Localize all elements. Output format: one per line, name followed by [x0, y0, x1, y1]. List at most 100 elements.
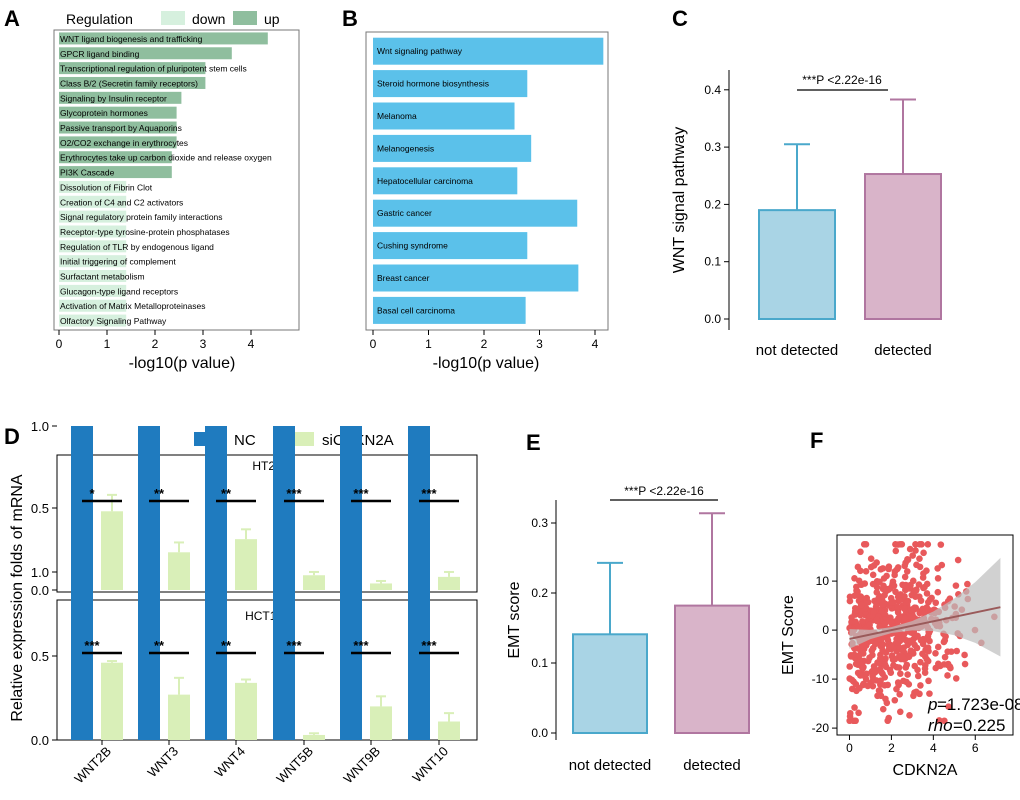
e-x-tick-label: detected — [683, 757, 741, 774]
f-point — [892, 588, 899, 596]
f-point — [906, 712, 913, 719]
d-bar-si — [101, 662, 123, 740]
f-point — [876, 655, 884, 662]
c-y-tick-label: 0.1 — [704, 255, 721, 269]
f-y-tick-label: 10 — [816, 574, 830, 588]
f-point — [854, 622, 862, 630]
f-point — [916, 555, 923, 562]
d-bar-nc — [340, 426, 362, 590]
f-point — [896, 691, 903, 698]
b-bar-label: Steroid hormone biosynthesis — [377, 79, 489, 89]
f-point — [885, 563, 893, 570]
panel-label-e: E — [526, 430, 541, 455]
f-point — [940, 661, 948, 668]
f-point — [934, 565, 941, 572]
d-bar-si — [303, 734, 325, 740]
a-bar — [59, 299, 127, 312]
f-point — [904, 556, 912, 564]
f-point — [917, 658, 924, 666]
a-bar-label: Dissolution of Fibrin Clot — [60, 182, 153, 192]
f-point — [851, 574, 858, 582]
f-point — [846, 597, 854, 605]
e-significance-label: ***P <2.22e-16 — [624, 484, 704, 498]
a-bar-label: Initial triggering of complement — [60, 257, 176, 267]
f-point — [897, 670, 904, 677]
b-bar — [373, 232, 528, 260]
f-point — [905, 681, 913, 688]
f-point — [874, 692, 881, 700]
a-bar-label: Glycoprotein hormones — [60, 108, 148, 118]
f-point — [846, 663, 853, 670]
f-point — [876, 578, 883, 586]
a-bar-label: Class B/2 (Secretin family receptors) — [60, 78, 198, 88]
panel-label-c: C — [672, 6, 688, 31]
d-y-tick-label: 1.0 — [31, 565, 49, 580]
f-point — [925, 677, 932, 685]
d-bar-si — [168, 694, 190, 740]
f-point — [912, 547, 919, 554]
f-p-label: p — [927, 695, 937, 714]
a-bar — [59, 91, 182, 104]
a-bar — [59, 136, 177, 149]
f-point — [884, 681, 892, 689]
c-y-tick-label: 0.2 — [704, 197, 721, 211]
f-point — [934, 660, 942, 668]
a-x-tick-label: 0 — [56, 337, 63, 351]
f-point — [869, 672, 876, 680]
f-point — [889, 656, 897, 663]
f-point — [900, 677, 907, 685]
f-point — [909, 552, 916, 559]
b-bar-label: Melanogenesis — [377, 143, 434, 153]
f-point — [852, 717, 859, 725]
f-point — [941, 717, 948, 725]
b-x-axis-title: -log10(p value) — [433, 355, 540, 372]
d-y-tick-label: 0.5 — [31, 501, 49, 516]
d-bar-nc — [71, 426, 93, 590]
b-x-tick-label: 1 — [425, 337, 432, 351]
a-bar-label: GPCR ligand binding — [60, 49, 140, 59]
f-x-tick-label: 0 — [846, 741, 853, 755]
f-point — [917, 682, 924, 689]
f-point — [892, 547, 900, 555]
f-point — [916, 541, 924, 548]
a-bar — [59, 76, 206, 89]
d-x-tick-label: WNT2B — [71, 744, 114, 787]
a-bar — [59, 106, 177, 119]
f-point — [903, 568, 911, 575]
b-bar-label: Basal cell carcinoma — [377, 305, 455, 315]
f-point — [904, 671, 911, 678]
a-bar-label: WNT ligand biogenesis and trafficking — [60, 34, 203, 44]
chart-e: 0.0 0.1 0.2 0.3 not detected detected ***P <2… — [506, 484, 750, 774]
f-point — [891, 571, 898, 579]
f-point — [961, 651, 968, 659]
a-bar-label: Erythrocytes take up carbon dioxide and … — [60, 153, 272, 163]
a-bar — [59, 240, 127, 253]
f-point — [924, 598, 932, 606]
a-bar — [59, 195, 127, 208]
b-bar — [373, 264, 579, 292]
c-y-tick-label: 0.4 — [704, 83, 721, 97]
chart-d: NC siCDKN2A Relative expression folds of… — [9, 419, 478, 787]
b-bar-label: Wnt signaling pathway — [377, 46, 463, 56]
f-point — [912, 587, 920, 595]
f-point — [890, 662, 897, 669]
d-bar-si — [101, 511, 123, 590]
f-point — [914, 672, 922, 680]
d-significance-label: *** — [353, 638, 369, 653]
d-x-tick-label: WNT9B — [340, 744, 383, 787]
c-bar — [758, 209, 836, 321]
f-point — [923, 604, 931, 611]
a-bar — [59, 62, 206, 75]
f-point — [866, 621, 873, 629]
f-plot-frame — [836, 534, 1014, 736]
f-point — [857, 548, 864, 556]
b-bar — [373, 102, 515, 130]
f-point — [855, 652, 863, 659]
c-x-tick-label: detected — [874, 342, 932, 359]
a-bar — [59, 166, 172, 179]
f-point — [879, 598, 887, 606]
f-point — [946, 663, 954, 670]
f-point — [901, 605, 909, 612]
a-x-tick-label: 1 — [104, 337, 111, 351]
